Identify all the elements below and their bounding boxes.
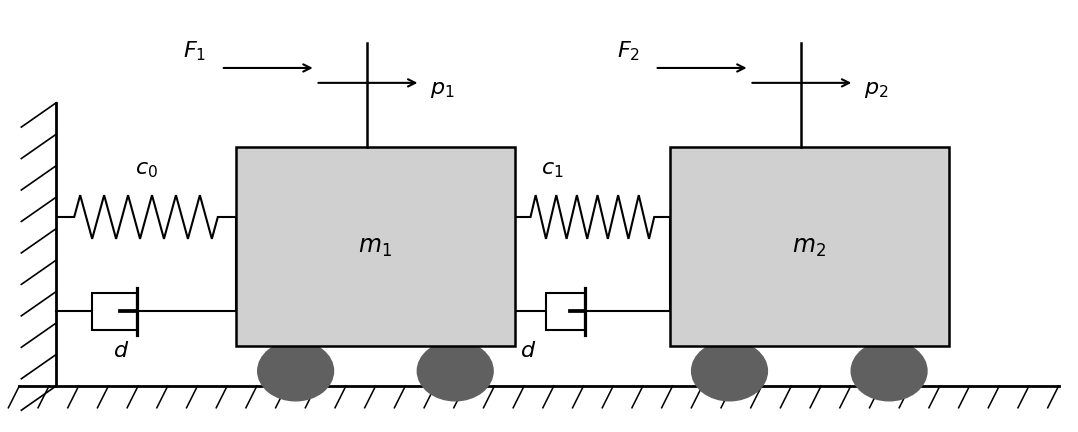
Text: $d$: $d$: [520, 341, 536, 361]
Text: $p_2$: $p_2$: [865, 80, 888, 100]
Bar: [92, 292, 137, 330]
Bar: [545, 292, 584, 330]
Bar: [236, 147, 515, 346]
Text: $m_1$: $m_1$: [359, 235, 392, 259]
Text: $c_0$: $c_0$: [135, 160, 157, 180]
Text: $p_1$: $p_1$: [430, 80, 455, 100]
Ellipse shape: [852, 341, 927, 401]
Bar: [669, 147, 949, 346]
Ellipse shape: [692, 341, 768, 401]
Text: $d$: $d$: [113, 341, 129, 361]
Text: $m_2$: $m_2$: [792, 235, 826, 259]
Ellipse shape: [417, 341, 493, 401]
Text: $F_1$: $F_1$: [182, 39, 206, 63]
Text: $c_1$: $c_1$: [541, 160, 564, 180]
Ellipse shape: [258, 341, 333, 401]
Text: $F_2$: $F_2$: [617, 39, 639, 63]
